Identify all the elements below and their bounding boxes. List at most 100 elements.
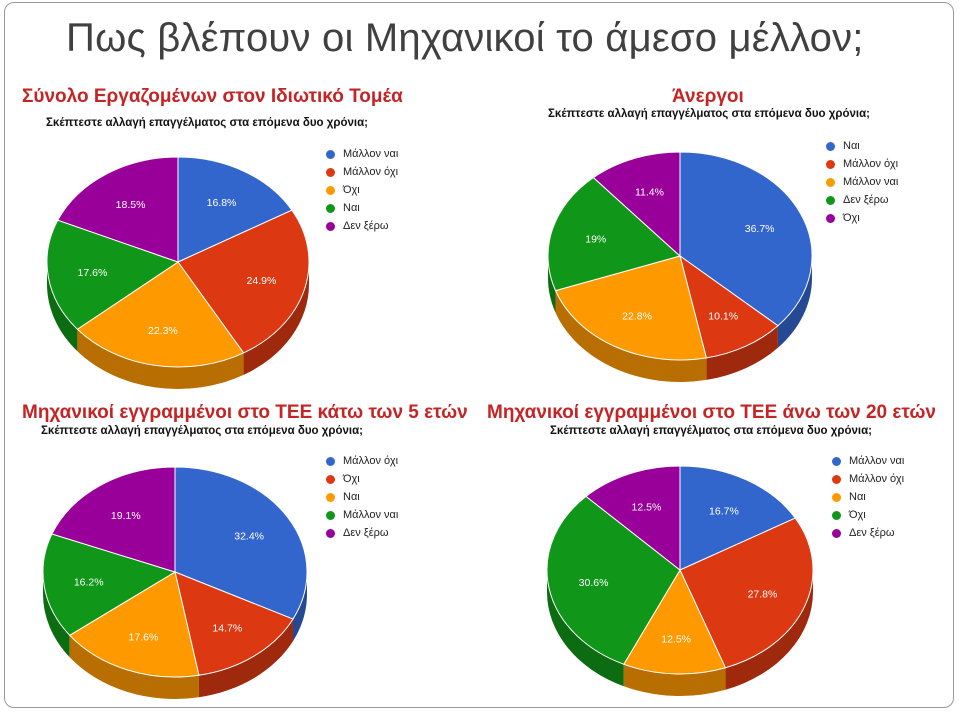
pie-chart-unemployed: 36.7% 10.1% 22.8% 19% 11.4% xyxy=(547,151,813,382)
pie-slice-3-0 xyxy=(679,465,797,571)
chart-subtitle-under-5-years: Σκέπτεστε αλλαγή επαγγέλματος στα επόμεν… xyxy=(41,425,363,437)
legend-swatch-0-4 xyxy=(326,221,335,231)
pie-slice-1-4 xyxy=(592,151,681,258)
legend-item-3-1: Μάλλον όχι xyxy=(832,470,904,488)
legend-label-3-3: Όχι xyxy=(849,509,866,521)
legend-swatch-1-4 xyxy=(826,213,835,223)
pie-side-1-0 xyxy=(777,256,812,348)
pie-slice-3-1 xyxy=(679,517,814,669)
legend-swatch-2-2 xyxy=(326,492,335,502)
legend-label-0-3: Ναι xyxy=(343,202,360,214)
legend-label-2-0: Μάλλον όχι xyxy=(343,455,399,467)
legend-label-3-4: Δεν ξέρω xyxy=(849,527,895,539)
pie-side-2-2 xyxy=(69,635,199,699)
pie-slice-0-1 xyxy=(177,209,310,354)
legend-swatch-3-0 xyxy=(832,456,841,466)
slice-label-1-2: 22.8% xyxy=(622,311,652,323)
legend-item-3-0: Μάλλον ναι xyxy=(832,452,904,470)
pie-slice-2-0 xyxy=(174,466,308,620)
legend-swatch-2-3 xyxy=(326,510,335,520)
slice-label-1-0: 36.7% xyxy=(745,223,775,235)
pie-slice-1-1 xyxy=(679,254,779,359)
pie-slice-0-3 xyxy=(46,219,180,330)
legend-label-3-1: Μάλλον όχι xyxy=(849,473,905,485)
slice-label-0-3: 17.6% xyxy=(78,267,108,279)
legend-swatch-1-1 xyxy=(826,159,835,169)
pie-side-0-1 xyxy=(243,262,309,375)
legend-swatch-0-2 xyxy=(326,185,335,195)
pie-side-3-3 xyxy=(547,570,624,687)
slice-label-2-3: 16.2% xyxy=(74,577,104,589)
pie-slice-1-3 xyxy=(547,176,682,292)
legend-item-2-2: Ναι xyxy=(326,488,398,506)
legend-label-0-2: Όχι xyxy=(343,184,360,196)
legend-over-20-years: Μάλλον ναι Μάλλον όχι Ναι Όχι Δεν ξέρω xyxy=(832,452,904,542)
legend-item-1-1: Μάλλον όχι xyxy=(826,155,898,173)
legend-label-3-2: Ναι xyxy=(849,491,866,503)
panel-title-over-20-years: Μηχανικοί εγγραμμένοι στο ΤΕΕ άνω των 20… xyxy=(487,402,936,423)
legend-label-0-4: Δεν ξέρω xyxy=(343,220,389,232)
pie-slice-0-0 xyxy=(177,156,293,263)
pie-slice-2-3 xyxy=(42,533,177,636)
legend-label-0-1: Μάλλον όχι xyxy=(343,166,399,178)
slice-label-2-0: 32.4% xyxy=(234,531,264,543)
legend-item-2-4: Δεν ξέρω xyxy=(326,524,398,542)
legend-swatch-0-0 xyxy=(326,149,335,159)
pie-side-3-2 xyxy=(623,664,726,696)
legend-item-3-3: Όχι xyxy=(832,506,904,524)
legend-private-sector: Μάλλον ναι Μάλλον όχι Όχι Ναι Δεν ξέρω xyxy=(326,145,398,235)
pie-slice-2-1 xyxy=(174,571,294,676)
legend-label-2-2: Ναι xyxy=(343,491,360,503)
slice-label-0-1: 24.9% xyxy=(247,275,277,287)
legend-item-0-1: Μάλλον όχι xyxy=(326,163,398,181)
legend-label-2-1: Όχι xyxy=(343,473,360,485)
legend-label-3-0: Μάλλον ναι xyxy=(849,455,905,467)
legend-item-1-3: Δεν ξέρω xyxy=(826,191,898,209)
pie-chart-over-20-years: 16.7% 27.8% 12.5% 30.6% 12.5% xyxy=(546,465,814,696)
pie-chart-private-sector: 16.8% 24.9% 22.3% 17.6% 18.5% xyxy=(46,156,310,389)
pie-side-0-2 xyxy=(77,329,244,389)
legend-item-2-1: Όχι xyxy=(326,470,398,488)
legend-label-1-0: Ναι xyxy=(843,140,860,152)
pie-slice-2-4 xyxy=(51,466,176,573)
legend-unemployed: Ναι Μάλλον όχι Μάλλον ναι Δεν ξέρω Όχι xyxy=(826,137,898,227)
slice-label-1-4: 11.4% xyxy=(635,187,664,199)
slice-label-2-1: 14.7% xyxy=(212,622,242,634)
legend-item-0-4: Δεν ξέρω xyxy=(326,217,398,235)
pie-side-2-1 xyxy=(198,619,293,698)
pie-side-0-3 xyxy=(47,262,78,352)
legend-label-2-3: Μάλλον ναι xyxy=(343,509,399,521)
pie-slice-2-2 xyxy=(68,571,200,678)
legend-swatch-1-3 xyxy=(826,195,835,205)
chart-subtitle-over-20-years: Σκέπτεστε αλλαγή επαγγέλματος στα επόμεν… xyxy=(550,425,872,437)
legend-label-1-2: Μάλλον ναι xyxy=(843,176,899,188)
pie-slice-3-4 xyxy=(585,465,681,572)
legend-swatch-3-4 xyxy=(832,528,841,538)
legend-swatch-0-1 xyxy=(326,167,335,177)
legend-label-0-0: Μάλλον ναι xyxy=(343,148,399,160)
legend-swatch-2-0 xyxy=(326,456,335,466)
legend-item-2-0: Μάλλον όχι xyxy=(326,452,398,470)
pie-chart-under-5-years: 32.4% 14.7% 17.6% 16.2% 19.1% xyxy=(42,466,308,699)
panel-title-private-sector: Σύνολο Εργαζομένων στον Ιδιωτικό Τομέα xyxy=(22,86,403,107)
legend-item-0-2: Όχι xyxy=(326,181,398,199)
legend-item-1-0: Ναι xyxy=(826,137,898,155)
legend-swatch-3-1 xyxy=(832,474,841,484)
legend-item-1-2: Μάλλον ναι xyxy=(826,173,898,191)
slice-label-0-0: 16.8% xyxy=(207,197,237,209)
legend-label-2-4: Δεν ξέρω xyxy=(343,527,389,539)
slice-label-3-3: 30.6% xyxy=(579,577,609,589)
chart-subtitle-private-sector: Σκέπτεστε αλλαγή επαγγέλματος στα επόμεν… xyxy=(46,117,368,129)
slice-label-2-4: 19.1% xyxy=(111,510,141,522)
legend-swatch-3-3 xyxy=(832,510,841,520)
panel-title-unemployed: Άνεργοι xyxy=(672,86,744,107)
legend-item-2-3: Μάλλον ναι xyxy=(326,506,398,524)
pie-slice-3-2 xyxy=(623,568,727,675)
pie-slice-1-0 xyxy=(679,151,813,327)
legend-label-1-3: Δεν ξέρω xyxy=(843,194,889,206)
legend-swatch-2-4 xyxy=(326,528,335,538)
slice-label-3-2: 12.5% xyxy=(661,634,691,646)
legend-swatch-1-0 xyxy=(826,141,835,151)
slice-label-0-4: 18.5% xyxy=(116,199,146,211)
slice-label-2-2: 17.6% xyxy=(129,632,159,644)
